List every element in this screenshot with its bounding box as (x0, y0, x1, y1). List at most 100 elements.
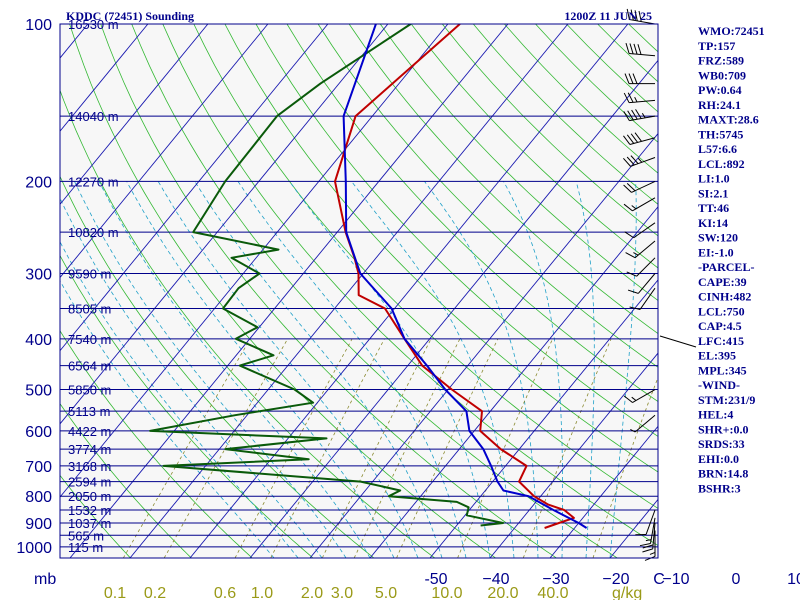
wind-barb-flag (628, 73, 634, 84)
wind-barb-flag (629, 306, 641, 310)
height-label: 8505 m (68, 302, 111, 317)
mixing-ratio-line (457, 338, 553, 558)
height-label: 16530 m (68, 17, 119, 32)
moist-adiabat-line (60, 280, 275, 558)
index-readout: TH:5745 (698, 127, 743, 141)
index-readout: EI:-1.0 (698, 245, 734, 259)
height-label: 10820 m (68, 225, 119, 240)
stability-indices-panel: WMO:72451TP:157FRZ:589WB0:709PW:0.64RH:2… (698, 24, 765, 495)
isotherm-line (249, 59, 658, 558)
wind-barb-flag (627, 110, 634, 121)
pressure-tick-label: 900 (25, 516, 52, 533)
moist-adiabat-line (289, 181, 491, 558)
grid-layer (60, 24, 658, 558)
height-label: 3168 m (68, 459, 111, 474)
wind-barb-staff (629, 18, 656, 25)
dry-adiabat-line (410, 24, 658, 269)
temperature-tick-label: −10 (662, 571, 689, 588)
el-pointer-line (659, 335, 697, 348)
height-label: 12270 m (68, 174, 119, 189)
height-label: 1037 m (68, 516, 111, 531)
temperature-tick-label: −40 (482, 571, 509, 588)
wind-barb-flag (630, 9, 634, 21)
wind-barb-flag (632, 73, 638, 84)
isotherm-line (189, 24, 629, 558)
wind-barb-staff (629, 99, 656, 104)
wind-barb-flag (626, 156, 635, 166)
dry-adiabat-line (60, 89, 435, 558)
mixing-ratio-line (592, 376, 658, 558)
pressure-tick-label: 400 (25, 332, 52, 349)
index-readout: WB0:709 (698, 68, 746, 82)
wind-barb-flag (623, 92, 630, 103)
wind-barb-flag (627, 92, 634, 103)
index-readout: EHI:0.0 (698, 452, 739, 466)
height-label: 14040 m (68, 109, 119, 124)
wind-barb-flag (623, 203, 633, 212)
wind-barb-flag (626, 182, 636, 192)
index-readout: HEL:4 (698, 408, 733, 422)
pressure-tick-label: 800 (25, 489, 52, 506)
wind-barb-flag (625, 43, 630, 54)
mixing-ratio-unit-label: g/kg (612, 585, 642, 600)
temperature-tick-label: −20 (602, 571, 629, 588)
pressure-tick-label: 100 (25, 17, 52, 34)
index-readout: SW:120 (698, 231, 738, 245)
mixing-ratio-tick-label: 40.0 (537, 585, 568, 600)
wind-barb-flag (623, 135, 631, 145)
wind-barb-staff (629, 115, 656, 122)
wind-barb-flag (633, 43, 638, 55)
parcel-profile-line (342, 24, 588, 529)
moist-adiabat-line (575, 181, 595, 558)
wind-barb (623, 155, 656, 167)
wind-barb-flag (629, 43, 634, 54)
wind-barb-flag (624, 73, 630, 84)
pressure-tick-label: 300 (25, 266, 52, 283)
dry-adiabat-line (100, 24, 557, 558)
wind-barb (630, 414, 656, 433)
index-readout: LCL:892 (698, 157, 745, 171)
index-readout: FRZ:589 (698, 54, 744, 68)
index-readout: BSHR:3 (698, 481, 741, 495)
wind-barb (642, 522, 656, 553)
height-label: 115 m (68, 540, 103, 555)
wind-barb-flag (626, 134, 635, 144)
moist-adiabat-line (351, 181, 515, 558)
mixing-ratio-tick-label: 0.1 (104, 585, 126, 600)
height-label: 5850 m (68, 383, 111, 398)
moist-adiabat-line (74, 181, 347, 558)
mixing-ratio-tick-label: 0.2 (144, 585, 166, 600)
wind-barb-flag (635, 533, 647, 536)
moist-adiabat-line (60, 240, 299, 558)
index-readout: L57:6.6 (698, 142, 737, 156)
index-readout: KI:14 (698, 216, 728, 230)
wind-barb-flag (631, 109, 638, 120)
wind-barb-flag (642, 548, 653, 553)
station-title: KDDC (72451) Sounding (66, 9, 194, 23)
pressure-tick-label: 200 (25, 174, 52, 191)
isotherm-line (69, 24, 509, 558)
wind-barb-staff (629, 137, 656, 145)
dewpoint-profile-line (149, 24, 505, 527)
index-readout: CINH:482 (698, 290, 751, 304)
temperature-tick-label: 0 (732, 571, 741, 588)
pressure-tick-label: 600 (25, 424, 52, 441)
index-readout: SHR+:0.0 (698, 422, 749, 436)
pressure-unit-label: mb (34, 571, 56, 588)
index-readout: TT:46 (698, 201, 729, 215)
moist-adiabat-line (157, 181, 419, 558)
wind-barb-flag (634, 96, 638, 103)
height-label: 1532 m (68, 503, 111, 518)
isotherm-line (489, 352, 658, 558)
pressure-tick-label: 700 (25, 459, 52, 476)
wind-barb (623, 197, 656, 212)
dry-adiabat-line (69, 24, 496, 558)
dry-adiabat-line (131, 24, 618, 558)
height-label: 2050 m (68, 489, 111, 504)
index-readout: CAPE:39 (698, 275, 747, 289)
mixing-ratio-line (353, 338, 461, 558)
index-readout: STM:231/9 (698, 393, 755, 407)
isotherm-line (369, 206, 658, 558)
height-label: 565 m (68, 528, 104, 543)
